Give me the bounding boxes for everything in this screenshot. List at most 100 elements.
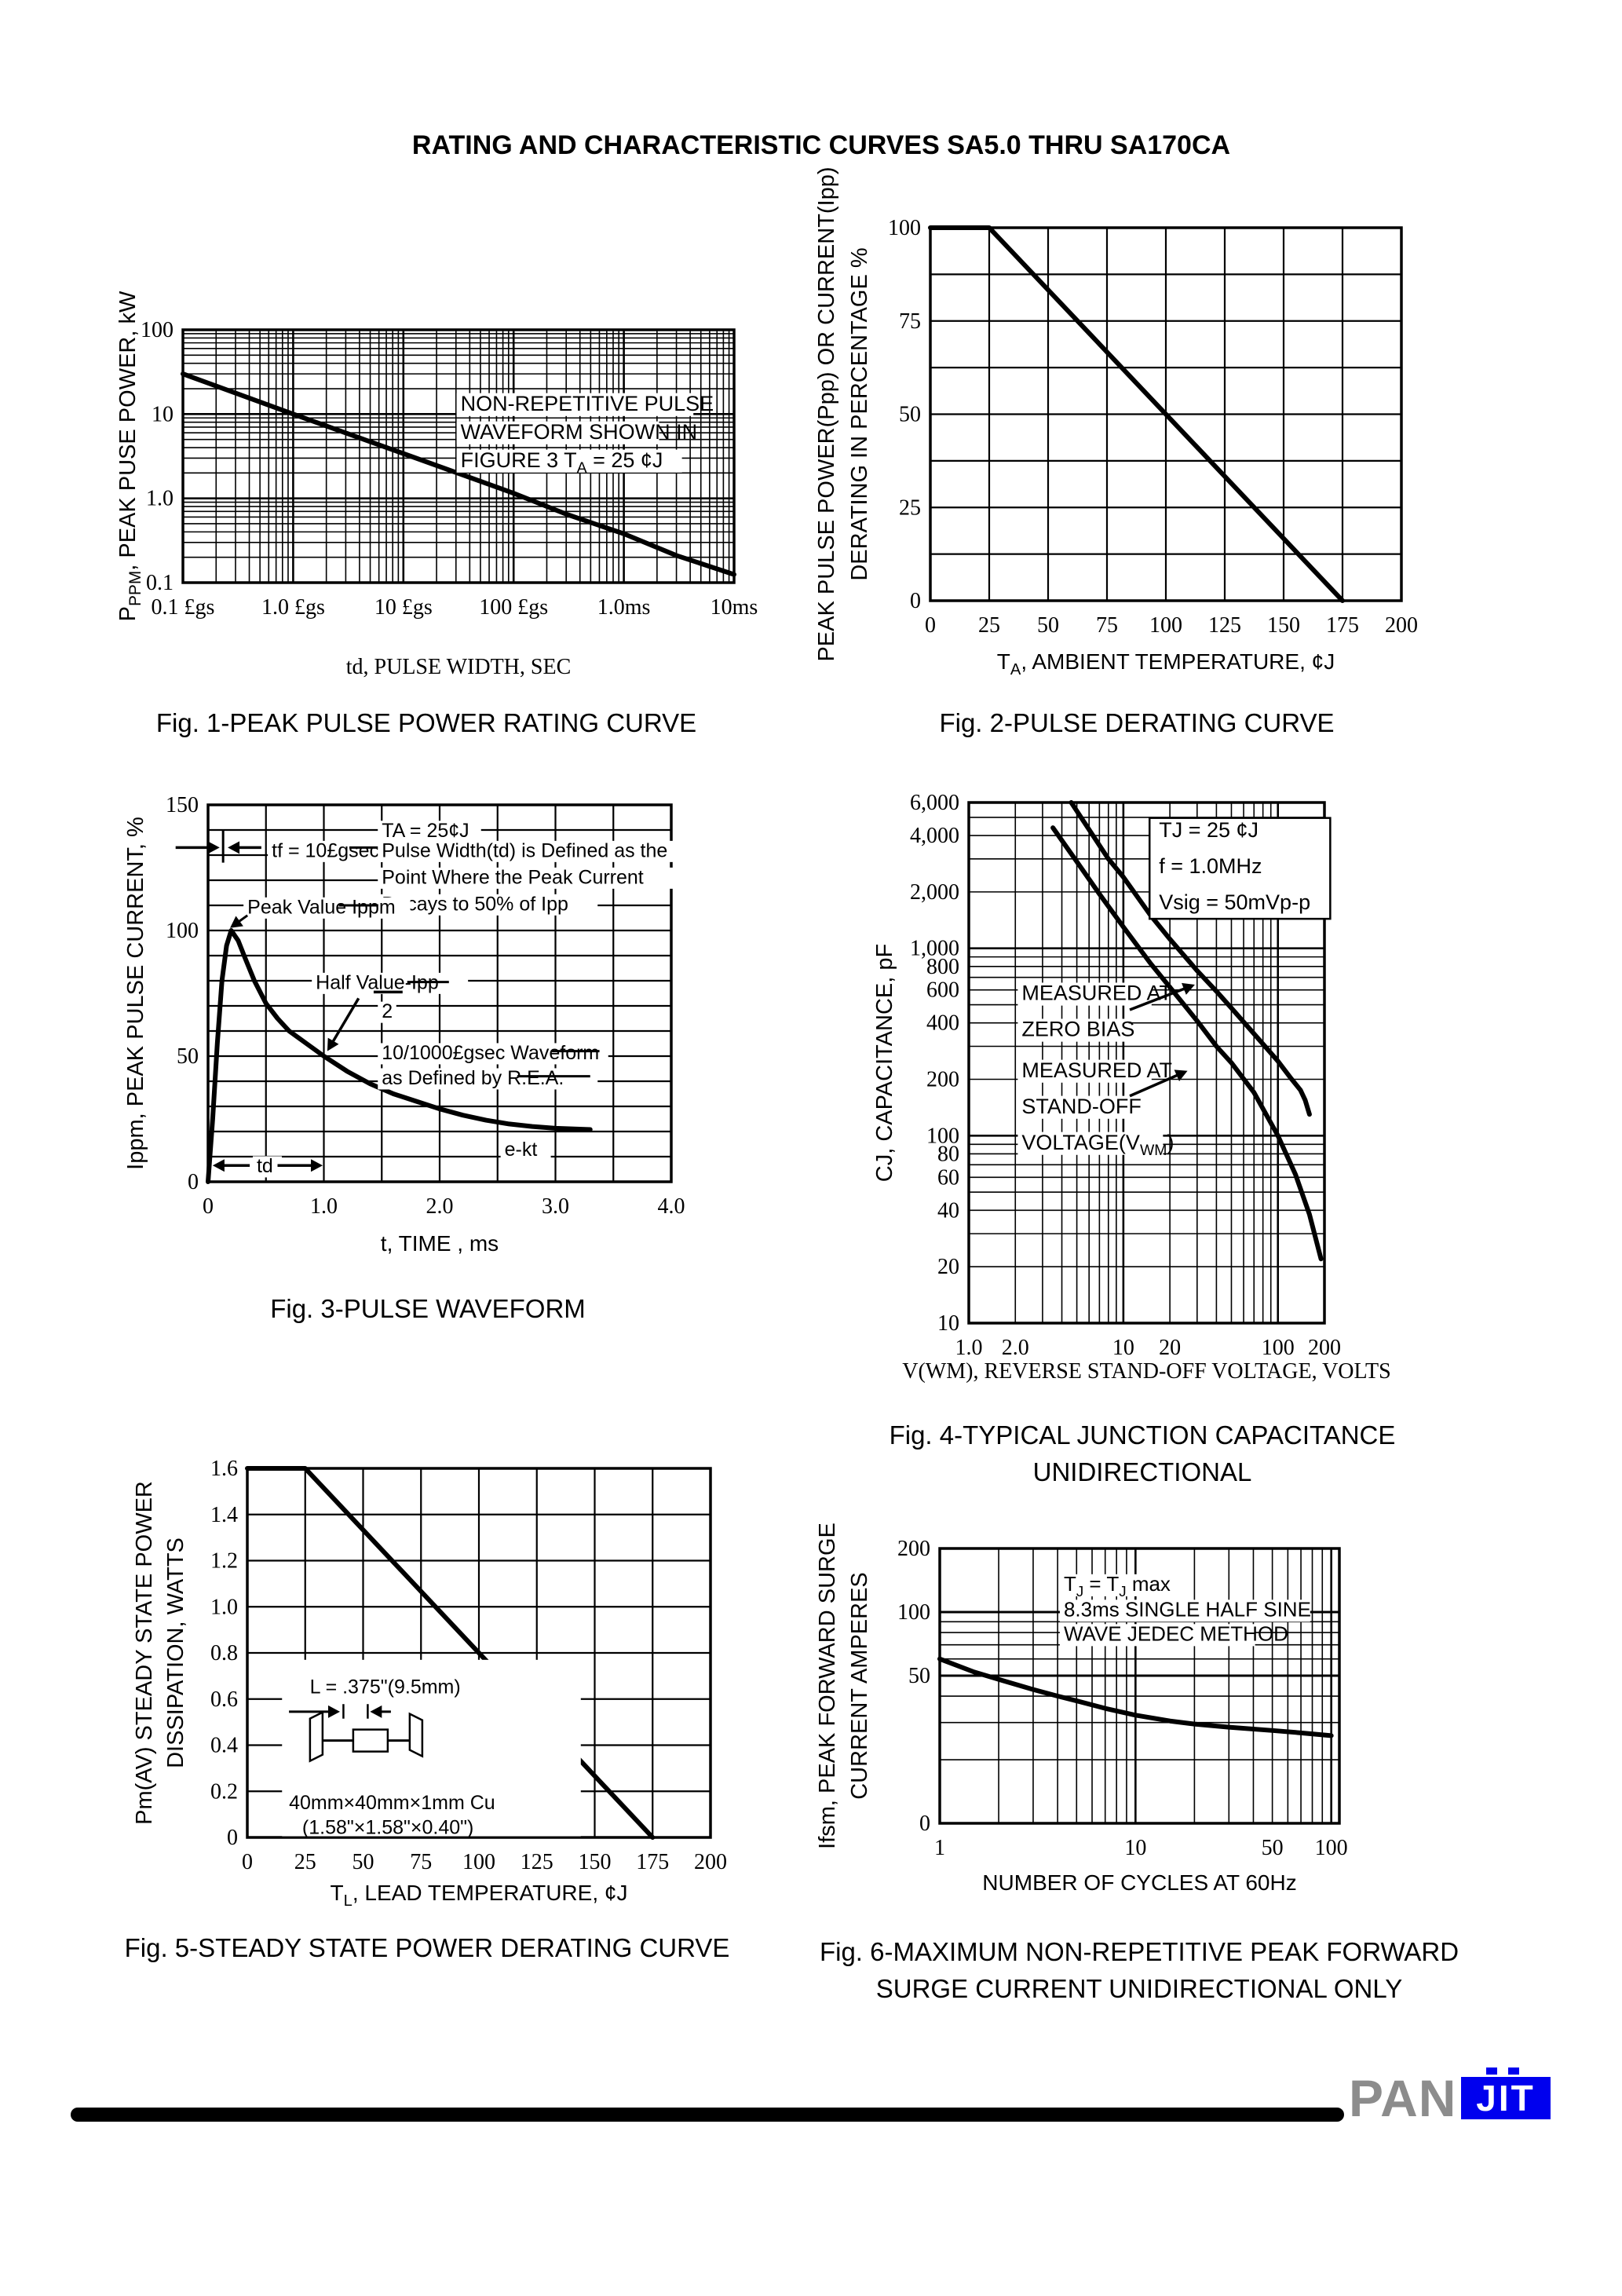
- annotation-bg: [1059, 1624, 1255, 1647]
- tick-label: 75: [410, 1850, 432, 1874]
- arrow-head-icon: [328, 1705, 340, 1718]
- annotation-bg: [1017, 1018, 1129, 1042]
- logo-dot-icon: [1486, 2067, 1497, 2075]
- tick-label: 100 £gs: [479, 595, 548, 620]
- tick-label: 6,000: [910, 791, 959, 815]
- plot-border: [938, 1547, 1341, 1825]
- tick-label: 0: [242, 1850, 253, 1874]
- tick-label: 1.0: [146, 487, 174, 511]
- tick-label: 175: [636, 1850, 669, 1874]
- tick-label: 125: [521, 1850, 553, 1874]
- annotation-text: Point Where the Peak Current: [382, 866, 644, 888]
- annotation-text: 40mm×40mm×1mm Cu: [289, 1792, 495, 1814]
- tick-label: 10: [1124, 1836, 1146, 1860]
- component-body: [352, 1728, 389, 1753]
- annotation-bg: [1059, 1574, 1189, 1596]
- annotation-bg: [1017, 982, 1152, 1006]
- axis-label: td, PULSE WIDTH, SEC: [346, 655, 572, 679]
- plot-border: [967, 801, 1326, 1325]
- tick-label: 40: [937, 1198, 959, 1223]
- tick-label: 2,000: [910, 880, 959, 905]
- annotation-bg: [1017, 1132, 1164, 1155]
- fig1-caption: Fig. 1-PEAK PULSE POWER RATING CURVE: [155, 708, 697, 737]
- annotation-text: FIGURE 3 TA = 25 ¢J: [461, 448, 663, 477]
- axis-label: Ippm, PEAK PULSE CURRENT, %: [123, 817, 148, 1170]
- tick-label: 4.0: [658, 1194, 685, 1219]
- logo-jit-text: JIT: [1476, 2078, 1536, 2119]
- tick-label: 75: [899, 309, 921, 334]
- annotation-bg: [1059, 1600, 1310, 1622]
- tick-label: 2.0: [1002, 1336, 1029, 1360]
- annotation-bg: [378, 821, 481, 843]
- fig4-caption-line2: UNIDIRECTIONAL: [1032, 1457, 1252, 1486]
- tick-label: 1.4: [210, 1503, 238, 1527]
- tick-label: 1.6: [210, 1457, 238, 1481]
- annotation-text: WAVEFORM SHOWN IN: [461, 420, 697, 444]
- annotation-text: tf = 10£gsec: [272, 839, 379, 861]
- tick-label: 20: [1159, 1336, 1181, 1360]
- tick-label: 1.0ms: [597, 595, 651, 620]
- arrow-head-icon: [327, 1037, 339, 1051]
- tick-label: 50: [899, 403, 921, 427]
- annotation-text: WAVE JEDEC METHOD: [1064, 1622, 1288, 1646]
- tick-label: 175: [1326, 613, 1359, 638]
- tick-label: 0: [919, 1812, 930, 1836]
- fig6-caption-line1: Fig. 6-MAXIMUM NON-REPETITIVE PEAK FORWA…: [819, 1937, 1459, 1966]
- tick-label: 75: [1096, 613, 1118, 638]
- fig4-caption: Fig. 4-TYPICAL JUNCTION CAPACITANCE UNID…: [890, 1417, 1396, 1490]
- axis-label: t, TIME , ms: [381, 1231, 499, 1256]
- annotation-text: f = 1.0MHz: [1159, 854, 1262, 878]
- tick-label: 50: [353, 1850, 374, 1874]
- tick-label: 125: [1208, 613, 1241, 638]
- page-title: RATING AND CHARACTERISTIC CURVES SA5.0 T…: [411, 130, 1231, 160]
- axis-label: TL, LEAD TEMPERATURE, ¢J: [331, 1881, 628, 1910]
- tick-label: 0.1: [146, 571, 174, 595]
- tick-label: 10: [152, 402, 174, 426]
- annotation-bg: [252, 1156, 282, 1178]
- annotation-text: (1.58"×1.58"×0.40"): [302, 1817, 473, 1839]
- annotation-bg: [1017, 1095, 1129, 1119]
- annotation-bg: [456, 449, 682, 473]
- annotation-text: Pulse Width(td) is Defined as the: [382, 839, 667, 861]
- logo-jit-box: JIT: [1461, 2077, 1551, 2119]
- annotation-bg: [378, 1001, 396, 1023]
- tick-label: 20: [937, 1255, 959, 1279]
- tick-label: 100: [1149, 613, 1182, 638]
- tick-label: 1.0 £gs: [261, 595, 325, 620]
- annotation-text: Vsig = 50mVp-p: [1159, 890, 1310, 914]
- annotation-text: NON-REPETITIVE PULSE: [461, 392, 714, 415]
- tick-label: 0.6: [210, 1687, 238, 1712]
- annotation-text: TJ = 25 ¢J: [1159, 818, 1259, 842]
- arrow: [330, 997, 360, 1046]
- arrow-head-icon: [311, 1159, 323, 1172]
- annotation-bg: [243, 897, 411, 919]
- tick-label: 0: [188, 1170, 199, 1194]
- tick-label: 50: [1037, 613, 1059, 638]
- annotation-bg: [378, 894, 598, 916]
- arrow: [1129, 1072, 1182, 1098]
- tick-label: 0.8: [210, 1641, 238, 1665]
- annotation-text: 8.3ms SINGLE HALF SINE: [1064, 1598, 1311, 1621]
- annotation-text: 10/1000£gsec Waveform: [382, 1042, 599, 1064]
- axial-component-icon: [408, 1712, 424, 1758]
- axis-label: CJ, CAPACITANCE, pF: [872, 944, 897, 1182]
- annotation-bg: [500, 1139, 551, 1161]
- tick-label: 100: [166, 919, 199, 943]
- annotation-text: Peak Value Ippm: [247, 896, 396, 918]
- logo-pan-text: PAN: [1349, 2069, 1457, 2127]
- axial-component-icon: [309, 1710, 324, 1763]
- annotation-text: as Defined by R.E.A.: [382, 1067, 564, 1089]
- tick-label: 100: [141, 318, 174, 342]
- annotation-bg: [312, 972, 469, 994]
- annotation-text: ZERO BIAS: [1021, 1018, 1134, 1041]
- tick-label: 10: [1112, 1336, 1134, 1360]
- annotation-text: MEASURED AT: [1021, 982, 1172, 1005]
- annotation-bg: [1017, 1059, 1152, 1083]
- tick-label: 10: [937, 1311, 959, 1336]
- tick-label: 4,000: [910, 824, 959, 848]
- axis-label: PPPM, PEAK PUSE POWER, kW: [115, 291, 144, 621]
- tick-label: 1.0: [955, 1336, 983, 1360]
- axis-label: Pm(AV) STEADY STATE POWER: [132, 1481, 157, 1825]
